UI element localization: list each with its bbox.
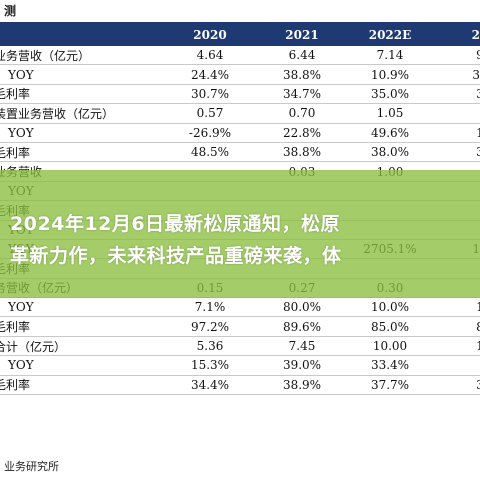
table-cell: 38.9% — [282, 377, 322, 392]
table-cell: 97.2% — [190, 319, 230, 334]
banner-line-1: 2024年12月6日最新松原通知，松原 — [10, 213, 341, 235]
table-cell: 10.0% — [370, 300, 410, 315]
table-cell: 5.36 — [196, 339, 224, 354]
row-label: 装置业务营收（亿元） — [0, 106, 115, 121]
table-cell: 89.6% — [282, 319, 322, 334]
table-cell: 3 — [476, 377, 480, 392]
table-row: 业务营收（亿元） 4.64 6.44 7.14 9 — [0, 46, 480, 66]
table-cell — [430, 104, 480, 122]
source-footnote: 业务研究所 — [4, 460, 59, 473]
table-row: 毛利率 97.2% 89.6% 85.0% 8 — [0, 317, 480, 337]
table-cell: 15.3% — [190, 358, 230, 373]
row-label: YOY — [8, 67, 34, 82]
table-cell: 30.7% — [190, 86, 230, 101]
table-cell: 85.0% — [370, 319, 410, 334]
header-year-2021: 2021 — [285, 28, 319, 42]
table-cell: 35.0% — [370, 86, 410, 101]
row-label: 毛利率 — [0, 87, 31, 102]
table-cell: 6.44 — [288, 48, 316, 63]
table-cell: 49.6% — [370, 125, 410, 140]
row-label: YOY — [8, 125, 34, 140]
table-row: YOY 24.4% 38.8% 10.9% 32 — [0, 65, 480, 85]
table-cell: 7.1% — [194, 300, 226, 315]
table-cell: 1 — [476, 125, 480, 140]
overlay-banner — [0, 170, 480, 298]
header-year-next: 20 — [471, 28, 480, 42]
table-cell: 1 — [476, 339, 480, 354]
table-cell: -26.9% — [188, 125, 232, 140]
table-cell: 9 — [476, 48, 480, 63]
table-cell: 10.00 — [372, 339, 408, 354]
table-cell: 32 — [472, 67, 480, 82]
table-cell: 38.8% — [282, 67, 322, 82]
row-label: 毛利率 — [0, 320, 31, 335]
table-cell: 7.14 — [376, 48, 404, 63]
title-text: 测 — [4, 4, 17, 18]
table-cell — [430, 356, 480, 374]
table-cell: 38.8% — [282, 145, 322, 160]
table-header-row: 2020 2021 2022E 20 — [0, 24, 480, 46]
table-cell: 1 — [476, 300, 480, 315]
row-label: YOY — [8, 300, 34, 315]
table-cell: 24.4% — [190, 67, 230, 82]
table-row: YOY 15.3% 39.0% 33.4% — [0, 356, 480, 376]
table-cell: 3 — [476, 145, 480, 160]
row-label: YOY — [8, 358, 34, 373]
banner-line-2: 革新力作，未来科技产品重磅来袭，体 — [10, 245, 342, 267]
table-cell: 48.5% — [190, 145, 230, 160]
header-label — [0, 24, 164, 46]
table-cell: 38.0% — [370, 145, 410, 160]
table-cell: 10.9% — [370, 67, 410, 82]
table-cell: 37.7% — [370, 377, 410, 392]
table-row: 毛利率 30.7% 34.7% 35.0% 3 — [0, 85, 480, 105]
table-row: 装置业务营收（亿元） 0.57 0.70 1.05 — [0, 104, 480, 124]
table-row: YOY -26.9% 22.8% 49.6% 1 — [0, 124, 480, 143]
table-cell: 34.4% — [190, 377, 230, 392]
header-year-2022e: 2022E — [368, 28, 412, 42]
header-year-2020: 2020 — [193, 28, 227, 42]
table-cell: 3 — [476, 86, 480, 101]
table-cell: 39.0% — [282, 358, 322, 373]
table-cell: 33.4% — [370, 358, 410, 373]
table-cell: 7.45 — [288, 339, 316, 354]
table-cell: 34.7% — [282, 86, 322, 101]
table-row: YOY 7.1% 80.0% 10.0% 1 — [0, 298, 480, 318]
row-label: 毛利率 — [0, 378, 31, 393]
table-title: 测 — [4, 0, 16, 22]
table-row: 毛利率 34.4% 38.9% 37.7% 3 — [0, 376, 480, 396]
table-row: 合计（亿元） 5.36 7.45 10.00 1 — [0, 337, 480, 357]
table-cell: 0.70 — [288, 106, 316, 121]
table-row: 毛利率 48.5% 38.8% 38.0% 3 — [0, 143, 480, 163]
row-label: 合计（亿元） — [0, 339, 67, 354]
table-cell: 8 — [476, 319, 480, 334]
banner-headline: 2024年12月6日最新松原通知，松原 革新力作，未来科技产品重磅来袭，体 — [10, 208, 480, 272]
table-cell: 0.57 — [196, 106, 224, 121]
table-cell: 4.64 — [196, 48, 224, 63]
table-cell: 1.05 — [376, 106, 404, 121]
table-cell: 80.0% — [282, 300, 322, 315]
row-label: 业务营收（亿元） — [0, 48, 91, 63]
row-label: 毛利率 — [0, 145, 31, 160]
table-cell: 22.8% — [282, 125, 322, 140]
